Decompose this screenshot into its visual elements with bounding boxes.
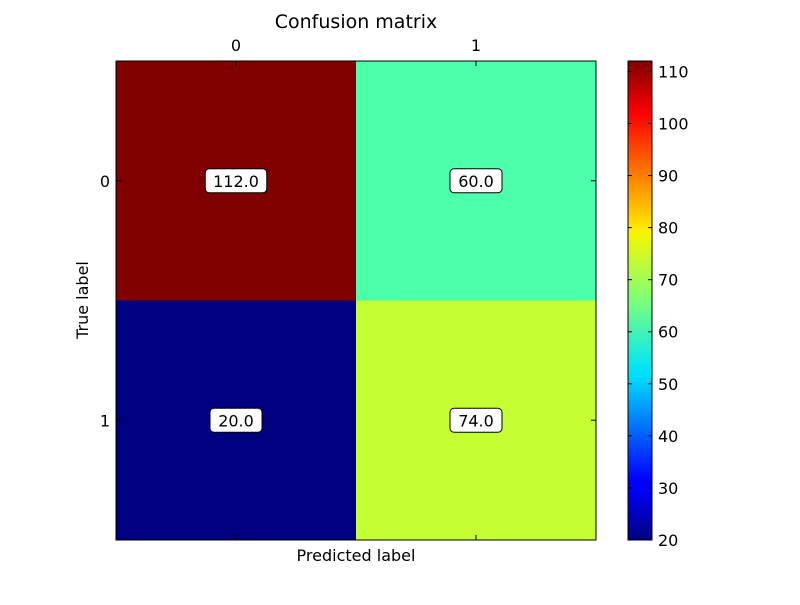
- colorbar-tick-label: 100: [658, 114, 689, 133]
- cell-value-label: 112.0: [204, 168, 268, 194]
- colorbar-tick-label: 90: [658, 167, 678, 186]
- colorbar-tick-label: 30: [658, 479, 678, 498]
- colorbar-tick-label: 110: [658, 62, 689, 81]
- plot-frame: [115, 60, 597, 541]
- cell-value-label: 20.0: [209, 407, 263, 433]
- chart-title: Confusion matrix: [275, 11, 437, 33]
- cell-value-text: 60.0: [458, 172, 494, 191]
- x-tick-label: 0: [231, 36, 241, 55]
- y-tick-label: 0: [100, 172, 110, 191]
- x-tick-label: 1: [471, 36, 481, 55]
- cell-value-text: 112.0: [213, 172, 259, 191]
- cell-value-text: 74.0: [458, 411, 494, 430]
- cell-value-text: 20.0: [218, 411, 254, 430]
- colorbar-ticks: 20 30 40 50 60 70 80 90 100 110: [628, 62, 689, 550]
- cell-value-box: [449, 168, 503, 194]
- y-tick-labels: 01: [100, 172, 110, 431]
- axis-ticks: [116, 61, 596, 540]
- cell-value-box: [204, 168, 268, 194]
- x-axis-label: Predicted label: [297, 546, 416, 565]
- y-tick-label: 1: [100, 411, 110, 430]
- colorbar-tick-label: 40: [658, 427, 678, 446]
- cell-labels: 112.0 60.0 20.0 74.0: [204, 168, 503, 433]
- colorbar-tick-label: 60: [658, 323, 678, 342]
- cell-value-label: 74.0: [449, 407, 503, 433]
- colorbar-tick-label: 20: [658, 531, 678, 550]
- cell-value-box: [449, 407, 503, 433]
- colorbar-tick-label: 50: [658, 375, 678, 394]
- colorbar: [627, 60, 653, 541]
- heatmap-cells: [116, 61, 596, 540]
- colorbar-tick-label: 80: [658, 219, 678, 238]
- cell-value-label: 60.0: [449, 168, 503, 194]
- cell-value-box: [209, 407, 263, 433]
- y-axis-label: True label: [73, 261, 92, 340]
- colorbar-tick-label: 70: [658, 271, 678, 290]
